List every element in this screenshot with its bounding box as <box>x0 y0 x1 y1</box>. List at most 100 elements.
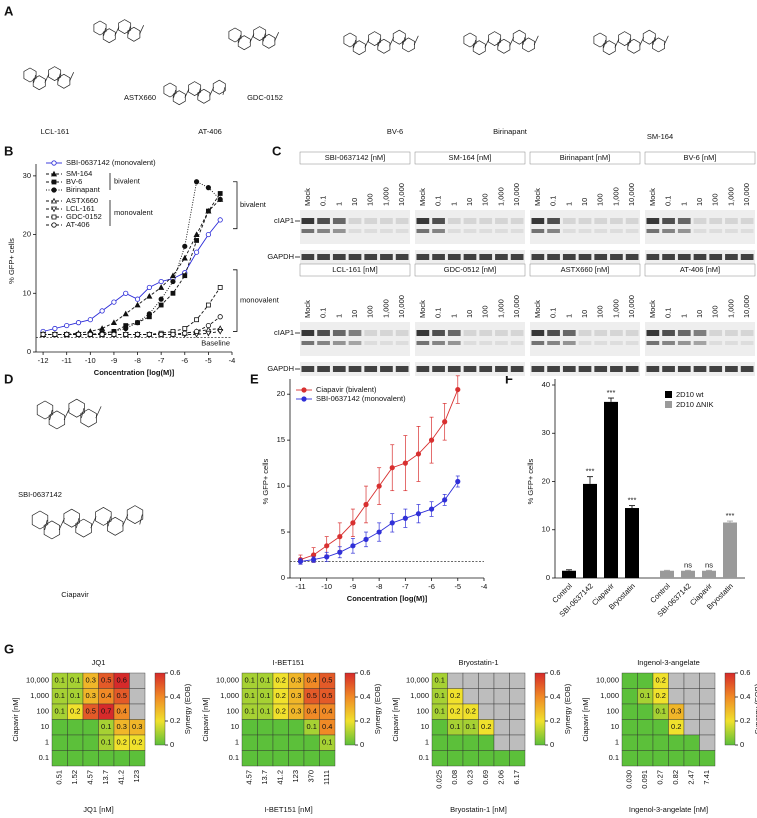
band <box>332 341 346 345</box>
band <box>646 366 660 372</box>
band <box>610 366 623 372</box>
band <box>317 229 330 233</box>
band <box>625 254 639 260</box>
lane-label: 10,000 <box>397 295 406 318</box>
cell-label: 0.2 <box>132 738 142 747</box>
x-tick-label: -12 <box>38 356 49 365</box>
heatmap-title: JQ1 <box>92 658 106 667</box>
ring <box>32 75 46 91</box>
lane-label: 10,000 <box>627 295 636 318</box>
panel-letter: F <box>505 371 513 386</box>
legend-label: 2D10 ΔNIK <box>676 400 714 409</box>
marker <box>194 317 199 323</box>
cell-label: 0.2 <box>70 707 80 716</box>
x-axis-label: JQ1 [nM] <box>83 805 113 814</box>
legend-label: ASTX660 <box>66 196 98 205</box>
band <box>531 341 545 345</box>
marker <box>64 331 70 337</box>
cell-label: 0.1 <box>307 722 317 731</box>
lane-label: 1 <box>334 314 343 318</box>
marker <box>111 331 117 337</box>
band <box>380 218 393 224</box>
panel-letter: C <box>272 143 282 158</box>
lane-label: 100 <box>481 193 490 206</box>
band <box>332 254 346 260</box>
heatmap-cell <box>478 734 495 751</box>
band <box>380 366 393 372</box>
protein-label: GAPDH <box>267 252 294 261</box>
heatmap-cell <box>288 734 305 751</box>
heatmap-cell <box>462 688 479 705</box>
y-axis-label: % GFP+ cells <box>261 458 270 504</box>
marker <box>75 331 82 337</box>
marker <box>310 557 317 563</box>
y-tick-label: 1,000 <box>30 691 49 700</box>
band <box>531 254 545 260</box>
y-tick-label: 10,000 <box>216 676 239 685</box>
cell-label: 0.5 <box>86 707 96 716</box>
ring <box>593 32 607 48</box>
x-tick-label: 0.23 <box>466 770 475 785</box>
heatmap-cell <box>67 750 84 767</box>
lane-label: 0.1 <box>664 196 673 206</box>
cell-label: 0.1 <box>70 691 80 700</box>
band <box>432 330 445 336</box>
y-tick-label: 30 <box>23 171 31 180</box>
blot-title: AT-406 [nM] <box>680 265 720 274</box>
y-axis-label: Ciapavir [nM] <box>11 697 20 741</box>
x-tick-label: 2.06 <box>497 770 506 785</box>
band <box>510 341 524 345</box>
marker <box>363 536 369 543</box>
band <box>725 229 738 233</box>
band <box>432 229 445 233</box>
ring <box>36 400 54 420</box>
heatmap-cell <box>241 750 258 767</box>
x-axis-label: Bryostatin-1 [nM] <box>450 805 507 814</box>
cell-label: 0.4 <box>101 691 111 700</box>
colorbar-tick-label: 0 <box>360 740 364 749</box>
marker <box>64 322 70 329</box>
heatmap-cell <box>478 750 495 767</box>
baseline-label: Baseline <box>201 338 230 347</box>
marker <box>158 278 164 285</box>
panel-letter: E <box>250 371 259 386</box>
bond <box>413 35 419 46</box>
band <box>301 218 315 224</box>
band <box>479 229 493 233</box>
band <box>740 330 754 336</box>
lane-label: Mock <box>648 188 657 206</box>
panel-letter: B <box>4 143 13 158</box>
colorbar-tick-label: 0 <box>170 740 174 749</box>
band <box>531 330 545 336</box>
cell-label: 0.2 <box>276 707 286 716</box>
band <box>495 366 508 372</box>
band <box>495 229 508 233</box>
heatmap-cell <box>699 688 716 705</box>
marker <box>193 231 200 237</box>
cell-label: 0.4 <box>322 707 332 716</box>
band <box>562 330 576 336</box>
heatmap-cell <box>447 750 464 767</box>
band <box>610 254 623 260</box>
colorbar-tick-label: 0.4 <box>170 692 180 701</box>
band <box>709 254 723 260</box>
heatmap-cell <box>699 719 716 736</box>
heatmap-cell <box>478 688 495 705</box>
marker <box>428 437 435 443</box>
heatmap-cell <box>257 719 274 736</box>
lane-label: 100 <box>711 193 720 206</box>
lane-label: 1 <box>449 314 458 318</box>
colorbar-tick-label: 0.6 <box>170 668 180 677</box>
band <box>531 218 545 224</box>
band <box>348 218 362 224</box>
band <box>301 254 315 260</box>
heatmap-cell <box>462 750 479 767</box>
protein-label: GAPDH <box>267 364 294 373</box>
x-tick-label: 41.2 <box>117 770 126 785</box>
blot-background <box>300 322 410 356</box>
cell-label: 0.2 <box>671 722 681 731</box>
significance: *** <box>607 388 616 397</box>
band <box>301 229 315 233</box>
y-tick-label: 10 <box>611 722 619 731</box>
